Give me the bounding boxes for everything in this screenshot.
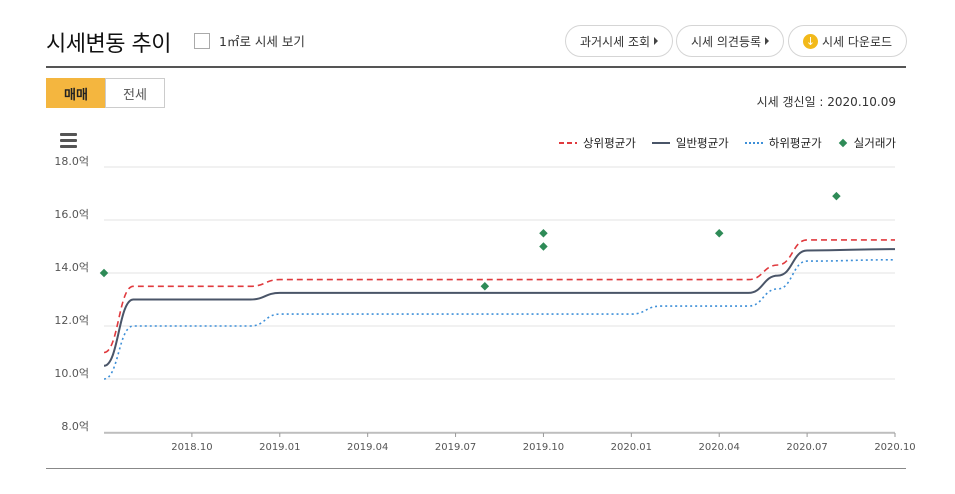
series-line-upper xyxy=(103,239,895,354)
y-tick-label: 14.0억 xyxy=(54,261,89,274)
download-icon: ↓ xyxy=(802,33,818,49)
actual-trade-point xyxy=(832,191,841,201)
page-title: 시세변동 추이 xyxy=(46,32,171,57)
x-tick-label: 2019.07 xyxy=(435,442,476,453)
actual-trade-point xyxy=(539,229,548,238)
x-tick-label: 2019.01 xyxy=(259,442,300,453)
opinion-label: 시세 의견등록 xyxy=(690,34,762,49)
past-price-label: 과거시세 조회 xyxy=(579,34,651,49)
actual-trade-point xyxy=(539,242,548,251)
y-tick-label: 8.0억 xyxy=(61,420,89,433)
legend-item-upper[interactable]: 상위평균가 xyxy=(558,135,636,151)
x-tick-label: 2019.10 xyxy=(523,442,564,453)
legend-label-actual: 실거래가 xyxy=(853,136,896,150)
x-tick-label: 2020.07 xyxy=(786,442,827,453)
x-tick-label: 2018.10 xyxy=(171,442,212,453)
download-label: 시세 다운로드 xyxy=(821,34,893,49)
hamburger-menu-icon[interactable] xyxy=(60,133,77,151)
legend-label-upper: 상위평균가 xyxy=(582,136,636,150)
x-tick-label: 2019.04 xyxy=(347,442,388,453)
legend-item-lower[interactable]: 하위평균가 xyxy=(744,135,822,151)
past-price-button[interactable]: 과거시세 조회 xyxy=(565,25,673,57)
updated-date: 시세 갱신일 : 2020.10.09 xyxy=(756,95,896,109)
y-tick-label: 12.0억 xyxy=(54,314,89,327)
series-line-lower xyxy=(103,259,896,380)
footer-divider xyxy=(46,468,906,469)
y-tick-label: 10.0억 xyxy=(54,367,89,380)
series-line-normal xyxy=(103,248,896,367)
area-unit-toggle[interactable]: 1㎡로 시세 보기 xyxy=(194,31,305,50)
area-unit-checkbox[interactable] xyxy=(194,32,210,49)
area-unit-label: 1㎡로 시세 보기 xyxy=(219,34,305,49)
download-button[interactable]: ↓ 시세 다운로드 xyxy=(788,25,907,57)
legend-label-lower: 하위평균가 xyxy=(768,136,822,150)
tab-trade[interactable]: 매매 xyxy=(46,78,106,108)
actual-trade-point xyxy=(480,282,490,291)
chevron-right-icon xyxy=(765,37,770,45)
opinion-button[interactable]: 시세 의견등록 xyxy=(676,25,784,57)
tab-jeonse[interactable]: 전세 xyxy=(105,78,165,108)
x-tick-label: 2020.04 xyxy=(699,442,740,453)
actual-trade-point xyxy=(714,229,724,238)
y-tick-label: 16.0억 xyxy=(54,208,89,221)
x-tick-label: 2020.01 xyxy=(611,442,652,453)
header-divider xyxy=(46,66,906,68)
legend-label-normal: 일반평균가 xyxy=(675,136,729,150)
chart-legend: 상위평균가 일반평균가 하위평균가 실거래가 xyxy=(558,135,896,151)
chevron-right-icon xyxy=(654,37,659,45)
legend-item-normal[interactable]: 일반평균가 xyxy=(651,135,729,151)
actual-trade-point xyxy=(99,268,109,278)
x-tick-label: 2020.10 xyxy=(874,442,915,453)
y-tick-label: 18.0억 xyxy=(54,155,89,168)
legend-item-actual[interactable]: 실거래가 xyxy=(838,135,896,151)
